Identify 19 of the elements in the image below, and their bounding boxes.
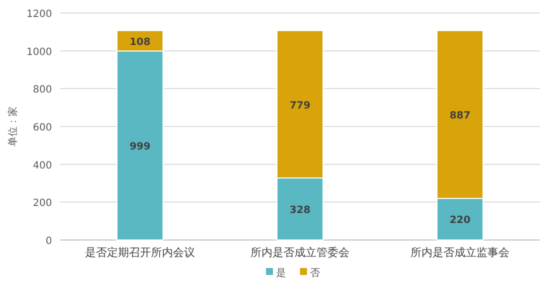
y-tick-label: 0 (46, 236, 52, 247)
data-label: 779 (290, 100, 310, 112)
data-label: 220 (450, 215, 470, 226)
y-tick-label: 400 (32, 160, 52, 172)
y-tick-label: 600 (32, 122, 52, 134)
x-tick-label: 所内是否成立监事会 (410, 246, 510, 259)
data-label: 328 (290, 204, 310, 216)
legend-label: 是 (276, 268, 286, 279)
y-axis-title: 单位：家 (7, 106, 19, 146)
y-tick-label: 1000 (26, 46, 52, 58)
y-tick-label: 1200 (26, 9, 52, 20)
y-tick-label: 200 (32, 198, 52, 210)
data-label: 999 (130, 142, 150, 153)
legend-label: 否 (310, 268, 320, 279)
x-tick-label: 所内是否成立管委会 (250, 246, 350, 259)
x-tick-label: 是否定期召开所内会议 (85, 246, 195, 259)
y-tick-label: 800 (32, 84, 52, 96)
data-label: 887 (450, 110, 470, 122)
data-label: 108 (130, 36, 150, 48)
